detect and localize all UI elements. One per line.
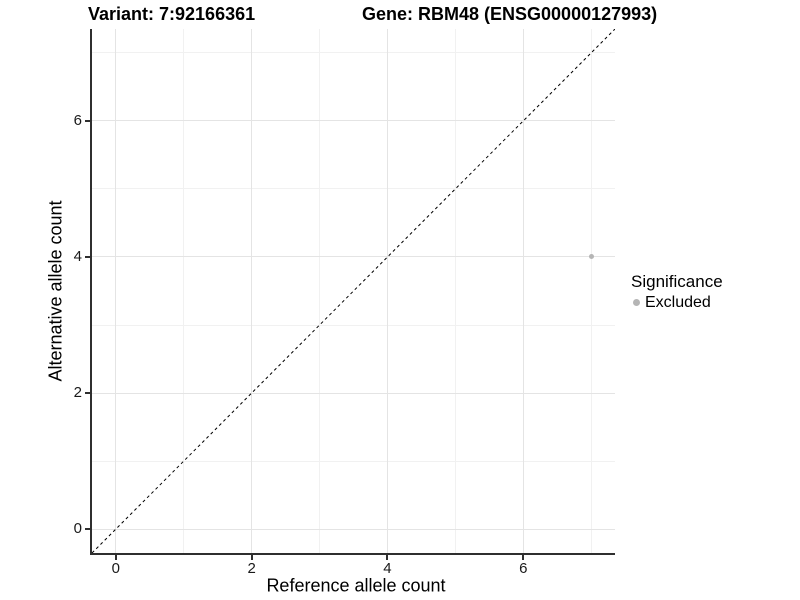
x-tick-mark: [114, 555, 117, 560]
legend-items: Excluded: [631, 293, 723, 312]
gridline-y-major: [92, 392, 615, 394]
legend: Significance Excluded: [631, 272, 723, 312]
gridline-y-minor: [92, 460, 615, 462]
data-point-excluded: [588, 254, 594, 260]
gridline-y-major: [92, 256, 615, 258]
legend-title: Significance: [631, 272, 723, 291]
x-tick-label: 0: [111, 560, 120, 577]
y-tick-mark: [85, 528, 90, 531]
gridline-y-major: [92, 120, 615, 122]
y-tick-mark: [85, 119, 90, 122]
y-tick-label: 6: [73, 111, 82, 129]
gridline-x-minor: [590, 29, 592, 553]
x-tick-mark: [522, 555, 525, 560]
gridline-y-major: [92, 528, 615, 530]
x-tick-label: 2: [247, 560, 256, 577]
gridline-y-minor: [92, 188, 615, 190]
identity-line: [92, 29, 615, 553]
gridline-x-minor: [454, 29, 456, 553]
x-tick-mark: [250, 555, 253, 560]
gridline-x-major: [115, 29, 117, 553]
y-tick-mark: [85, 255, 90, 258]
plot-panel: [92, 29, 615, 553]
gridline-x-minor: [319, 29, 321, 553]
y-tick-mark: [85, 392, 90, 395]
legend-key-dot: [633, 299, 640, 306]
legend-item-label: Excluded: [645, 294, 711, 311]
x-tick-label: 4: [383, 560, 392, 577]
gridline-x-minor: [183, 29, 185, 553]
y-axis-line: [90, 29, 92, 555]
x-tick-mark: [386, 555, 389, 560]
x-axis-title: Reference allele count: [266, 575, 446, 596]
y-tick-label: 4: [73, 247, 82, 265]
x-tick-label: 6: [519, 560, 528, 577]
y-tick-label: 0: [73, 520, 82, 538]
x-axis-line: [90, 553, 615, 555]
gridline-y-minor: [92, 324, 615, 326]
gridline-x-major: [251, 29, 253, 553]
gridline-x-major: [522, 29, 524, 553]
y-axis-title: Alternative allele count: [45, 200, 66, 382]
gridline-y-minor: [92, 52, 615, 54]
plot-title-gene: Gene: RBM48 (ENSG00000127993): [362, 4, 658, 24]
legend-item-excluded: Excluded: [633, 293, 723, 312]
y-tick-label: 2: [73, 384, 82, 402]
gridline-x-major: [386, 29, 388, 553]
plot-title-variant: Variant: 7:92166361: [88, 4, 256, 24]
